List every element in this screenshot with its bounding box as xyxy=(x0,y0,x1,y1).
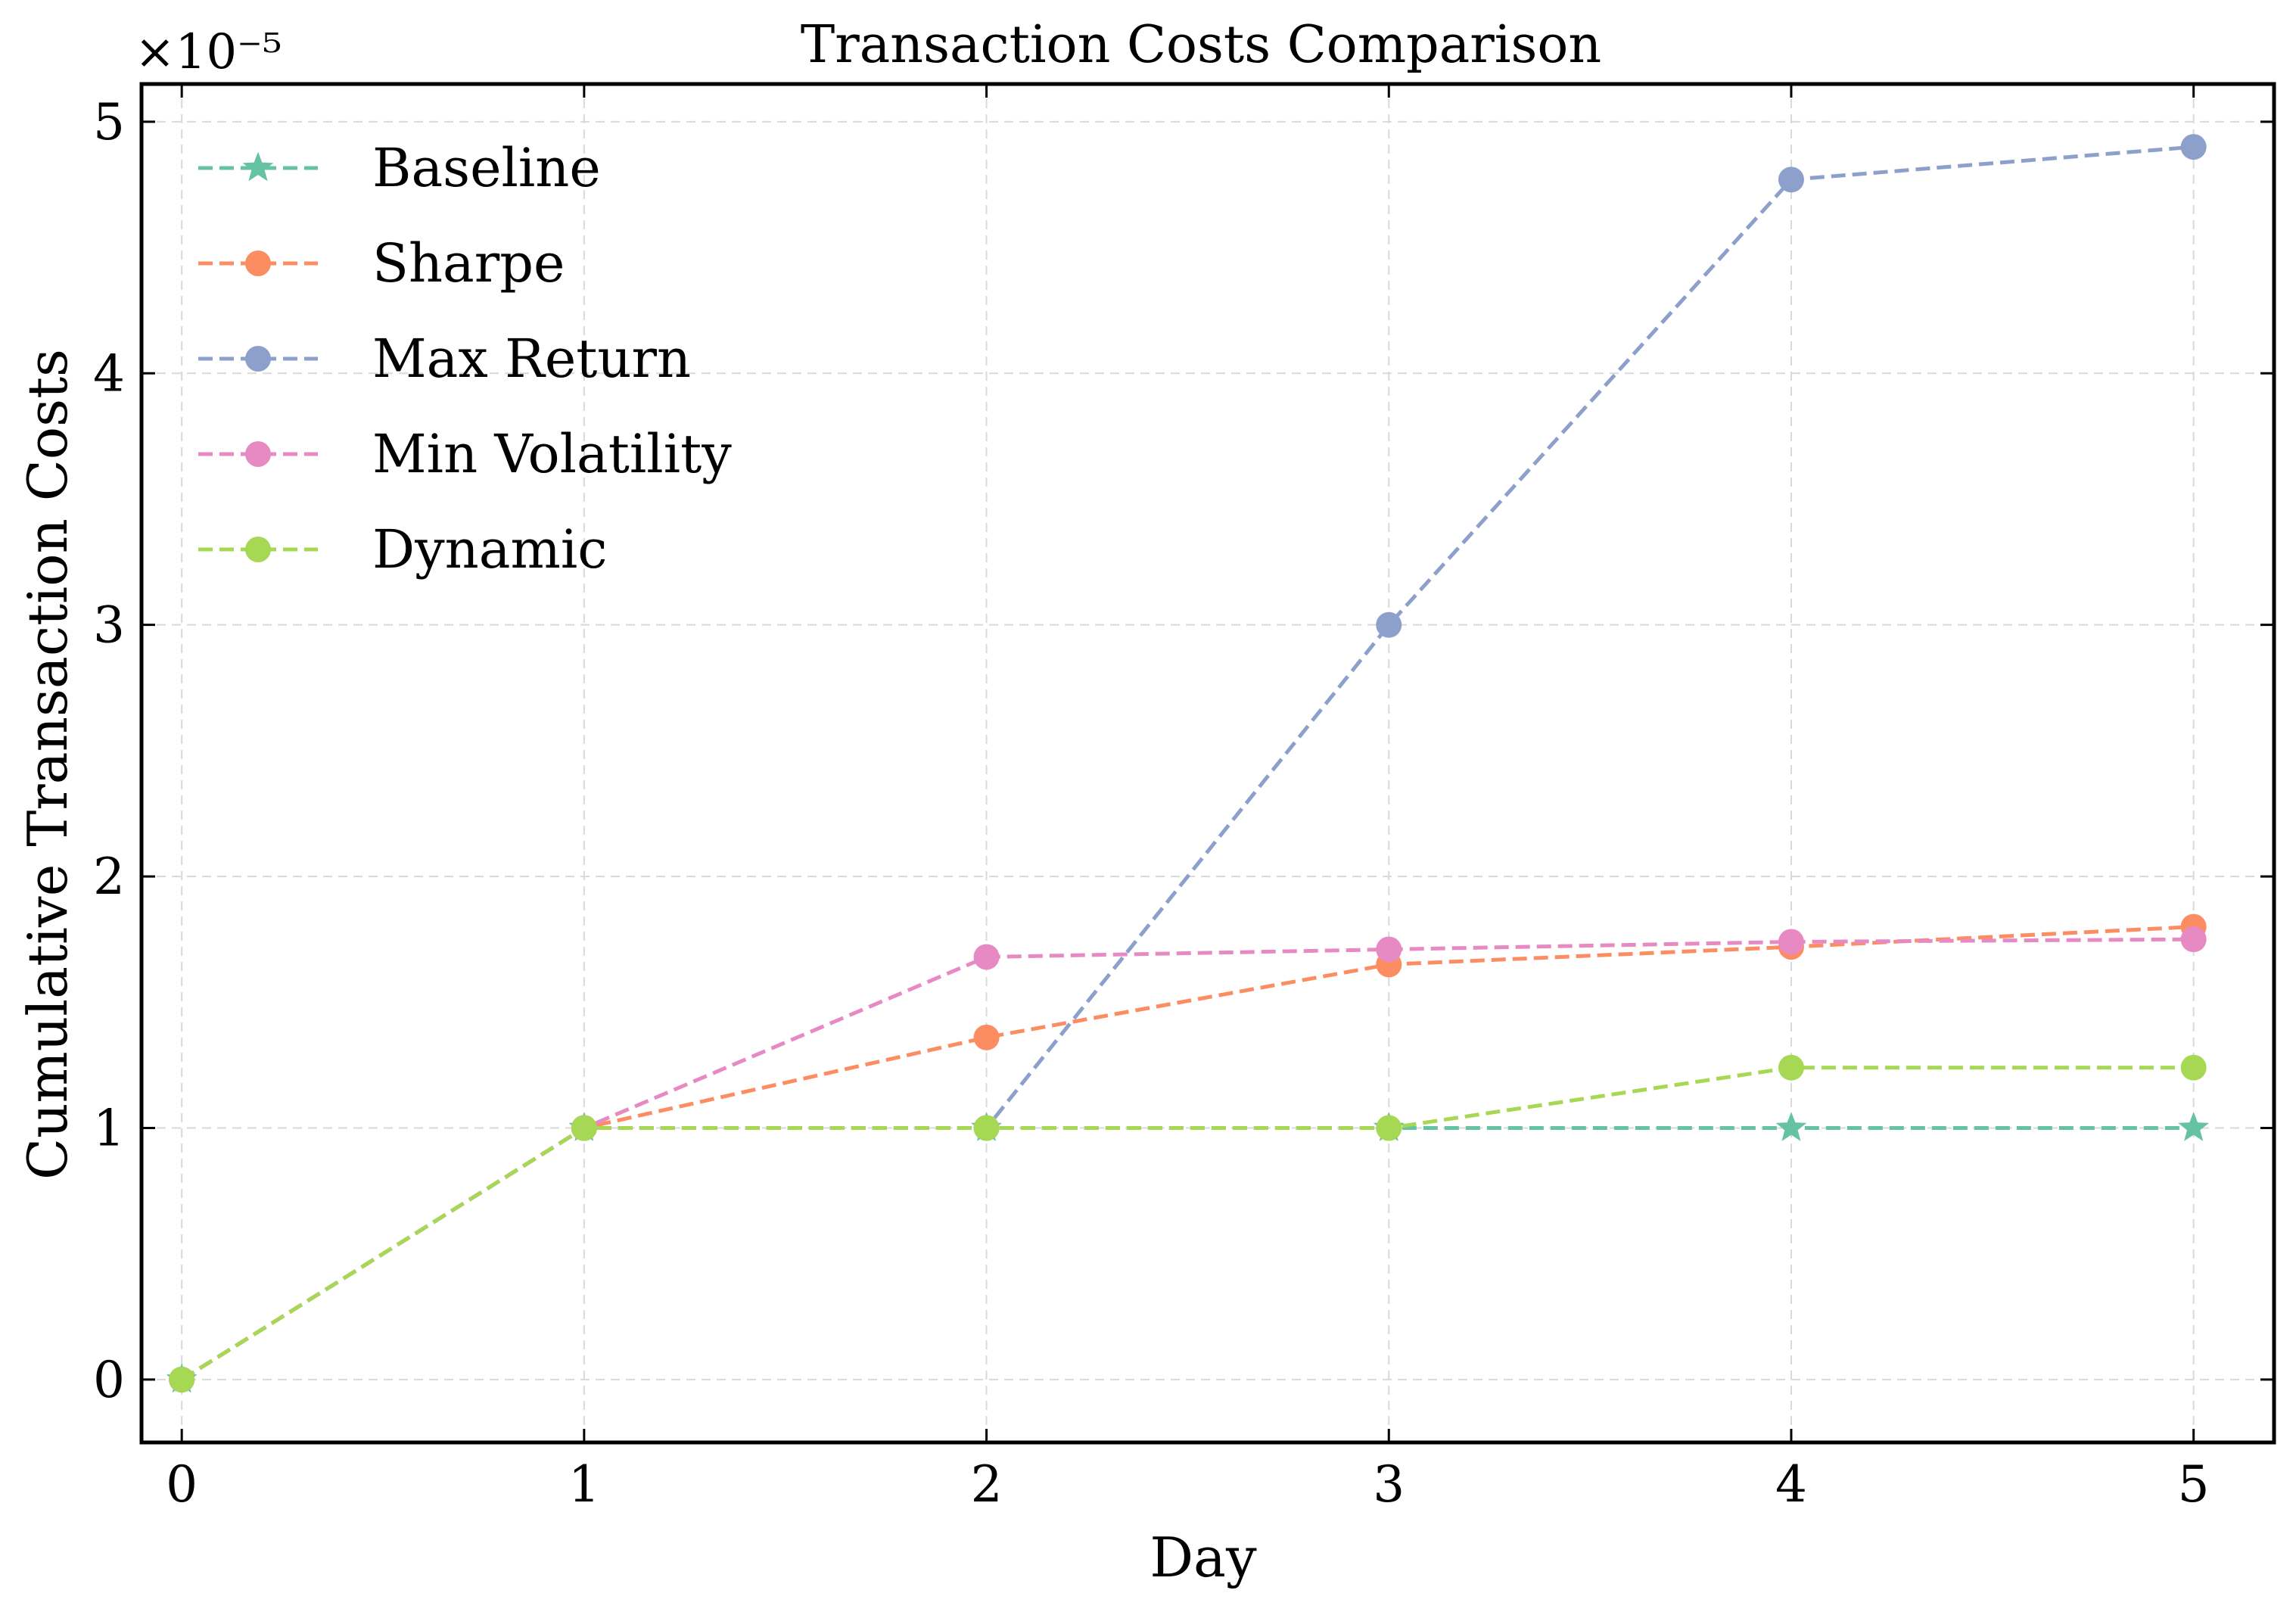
data-point xyxy=(973,1115,1000,1141)
legend-marker xyxy=(245,346,271,372)
y-tick-label: 4 xyxy=(93,344,125,403)
y-tick-label: 3 xyxy=(93,596,125,655)
legend-label: Baseline xyxy=(372,137,601,199)
x-tick-label: 3 xyxy=(1373,1455,1405,1514)
data-point xyxy=(973,1024,1000,1050)
data-point xyxy=(571,1115,597,1141)
series-max-return xyxy=(169,134,2207,1393)
series-line xyxy=(180,1126,2194,1382)
x-tick-label: 1 xyxy=(568,1455,600,1514)
legend-item: Baseline xyxy=(198,137,601,199)
x-tick-label: 2 xyxy=(971,1455,1003,1514)
y-tick-label: 0 xyxy=(93,1351,125,1409)
series-dynamic xyxy=(169,1054,2207,1393)
series-sharpe xyxy=(169,913,2207,1393)
data-point xyxy=(2180,1054,2207,1081)
y-tick-label: 5 xyxy=(93,93,125,151)
plot-area-frame xyxy=(139,82,2276,1445)
data-point xyxy=(1376,611,1402,638)
x-axis-label: Day xyxy=(1150,1526,1257,1589)
legend-label: Max Return xyxy=(372,328,691,390)
legend-marker xyxy=(242,151,274,182)
series-min-volatility xyxy=(169,926,2207,1393)
legend-label: Dynamic xyxy=(372,518,607,580)
data-point xyxy=(1376,1115,1402,1141)
data-point xyxy=(1778,1054,1804,1081)
data-point xyxy=(169,1366,195,1393)
series-line xyxy=(180,937,2194,1382)
legend-item: Sharpe xyxy=(198,232,565,294)
data-point xyxy=(1778,929,1804,955)
data-point xyxy=(1775,1112,1807,1141)
legend-label: Min Volatility xyxy=(372,423,732,485)
data-point xyxy=(2180,926,2207,953)
legend-marker xyxy=(245,441,271,467)
legend-marker xyxy=(245,250,271,276)
chart-title: Transaction Costs Comparison xyxy=(801,15,1601,75)
legend-item: Dynamic xyxy=(198,518,607,580)
y-axis-label: Cumulative Transaction Costs xyxy=(16,349,79,1180)
x-tick-label: 5 xyxy=(2178,1455,2210,1514)
series-line xyxy=(180,1066,2194,1382)
legend-item: Min Volatility xyxy=(198,423,732,485)
grid xyxy=(142,84,2274,1442)
series-line xyxy=(180,925,2194,1382)
series-layer xyxy=(166,134,2210,1393)
legend-item: Max Return xyxy=(198,328,691,390)
data-point xyxy=(2180,134,2207,160)
y-tick-label: 2 xyxy=(93,848,125,906)
axis-ticks: 0 1 2 3 4 5 0 1 2 3 4 5 xyxy=(93,84,2274,1514)
series-baseline xyxy=(166,1112,2210,1393)
y-tick-label: 1 xyxy=(93,1099,125,1157)
legend-marker xyxy=(245,537,271,562)
data-point xyxy=(1778,166,1804,193)
data-point xyxy=(2178,1112,2210,1141)
legend-label: Sharpe xyxy=(372,232,565,294)
x-tick-label: 0 xyxy=(166,1455,198,1514)
data-point xyxy=(1376,936,1402,963)
y-axis-offset-label: ×10⁻⁵ xyxy=(135,24,282,80)
x-tick-label: 4 xyxy=(1775,1455,1807,1514)
legend: Baseline Sharpe Max Return Min Volatility Dy… xyxy=(198,137,732,580)
data-point xyxy=(973,944,1000,970)
